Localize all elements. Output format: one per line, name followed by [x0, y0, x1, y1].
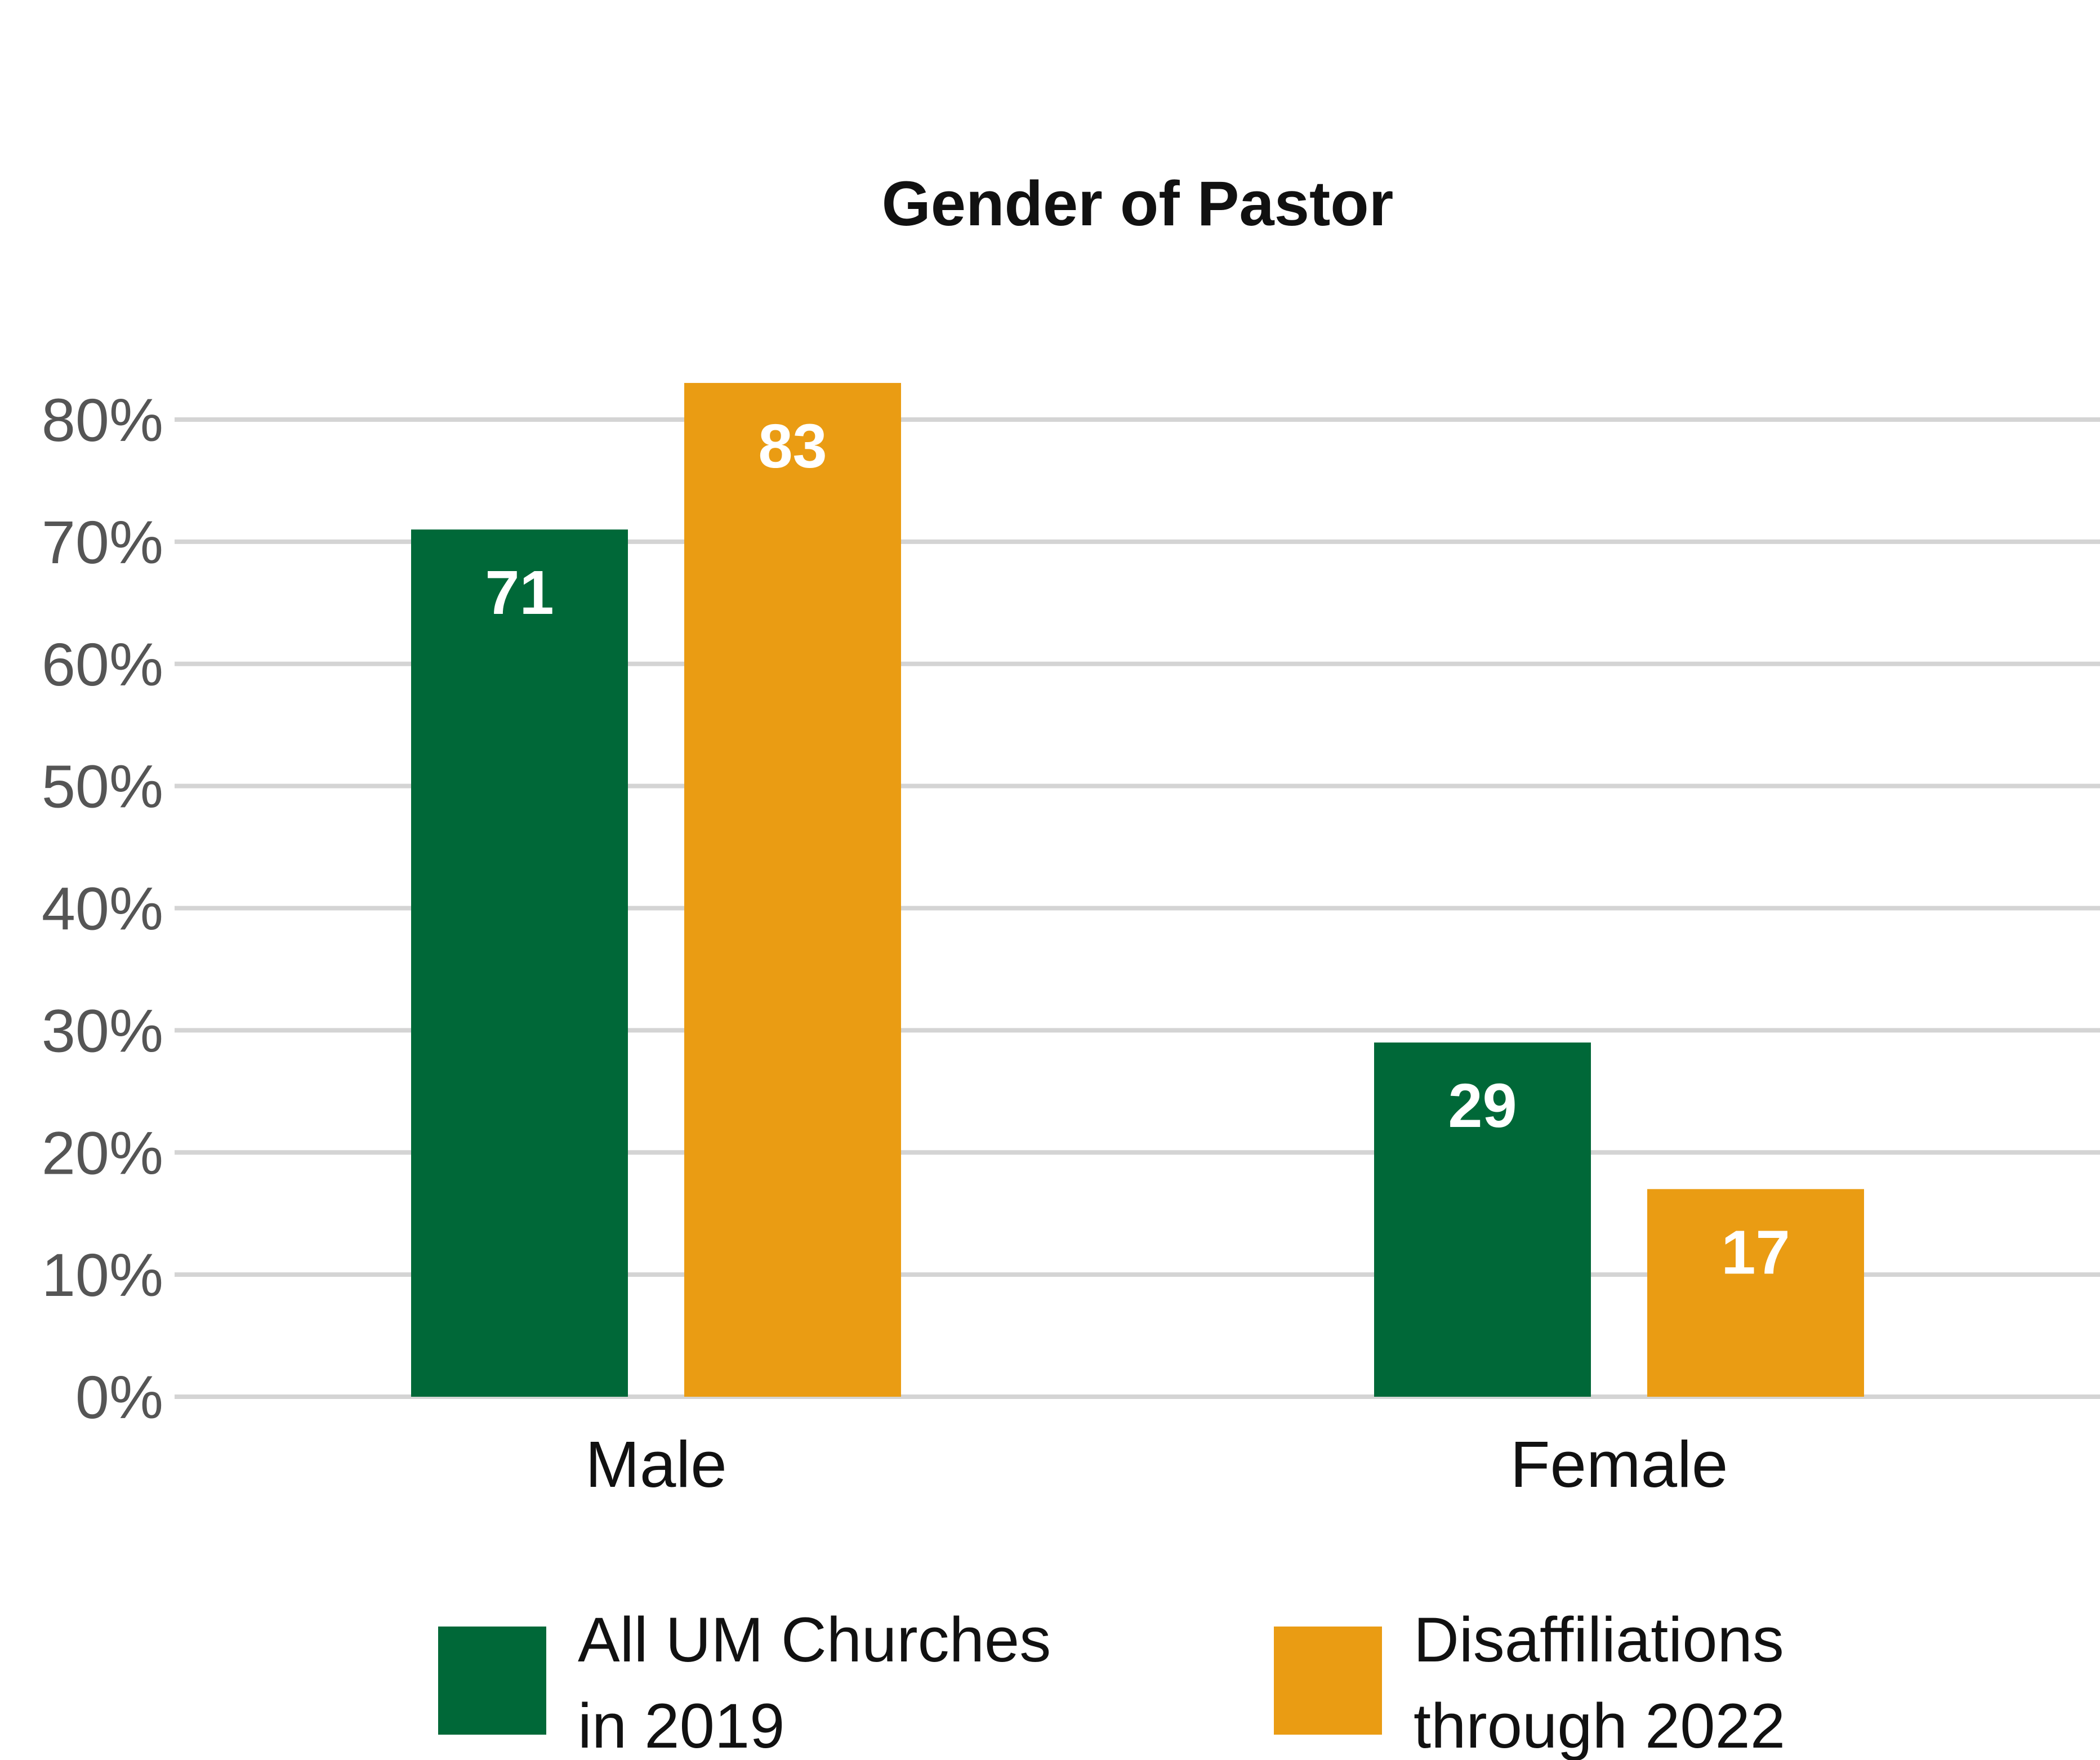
x-tick-label: Female [1510, 1428, 1728, 1501]
y-tick-label: 0% [75, 1363, 163, 1431]
y-tick-label: 40% [42, 875, 163, 943]
data-label: 29 [1448, 1071, 1517, 1140]
y-tick-label: 30% [42, 996, 163, 1064]
bar-male-series-1 [411, 529, 628, 1397]
legend-label: Disaffiliations [1414, 1605, 1784, 1675]
y-tick-label: 20% [42, 1119, 163, 1187]
bar-female-series-1 [1374, 1042, 1591, 1397]
legend-label: All UM Churches [578, 1605, 1051, 1675]
data-label: 71 [485, 558, 554, 627]
x-axis-tick-labels: Male Female [585, 1428, 1728, 1501]
y-axis-tick-labels: 0% 10% 20% 30% 40% 50% 60% 70% 80% [42, 386, 163, 1431]
bar-male-series-2 [684, 382, 901, 1397]
data-labels: 71 83 29 17 [485, 412, 1790, 1287]
legend-swatch [1274, 1627, 1382, 1735]
chart-title: Gender of Pastor [882, 168, 1394, 239]
legend-label: through 2022 [1414, 1691, 1785, 1760]
y-tick-label: 10% [42, 1241, 163, 1309]
y-tick-label: 80% [42, 386, 163, 454]
legend-label: in 2019 [578, 1691, 784, 1760]
data-label: 17 [1721, 1218, 1790, 1287]
legend: All UM Churches in 2019 Disaffiliations thr… [438, 1605, 1785, 1760]
y-tick-label: 50% [42, 752, 163, 821]
bar-female-series-2 [1647, 1189, 1864, 1397]
bars [411, 382, 1864, 1397]
y-tick-label: 60% [42, 630, 163, 698]
legend-swatch [438, 1627, 546, 1735]
y-tick-label: 70% [42, 508, 163, 576]
data-label: 83 [758, 412, 827, 481]
x-tick-label: Male [585, 1428, 726, 1501]
